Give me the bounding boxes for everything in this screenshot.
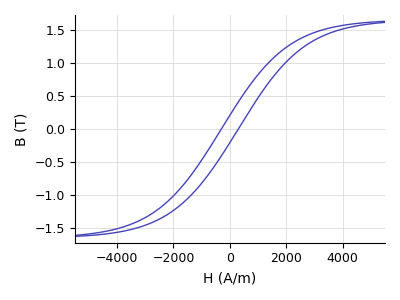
Y-axis label: B (T): B (T) [15,112,29,146]
X-axis label: H (A/m): H (A/m) [203,271,256,285]
